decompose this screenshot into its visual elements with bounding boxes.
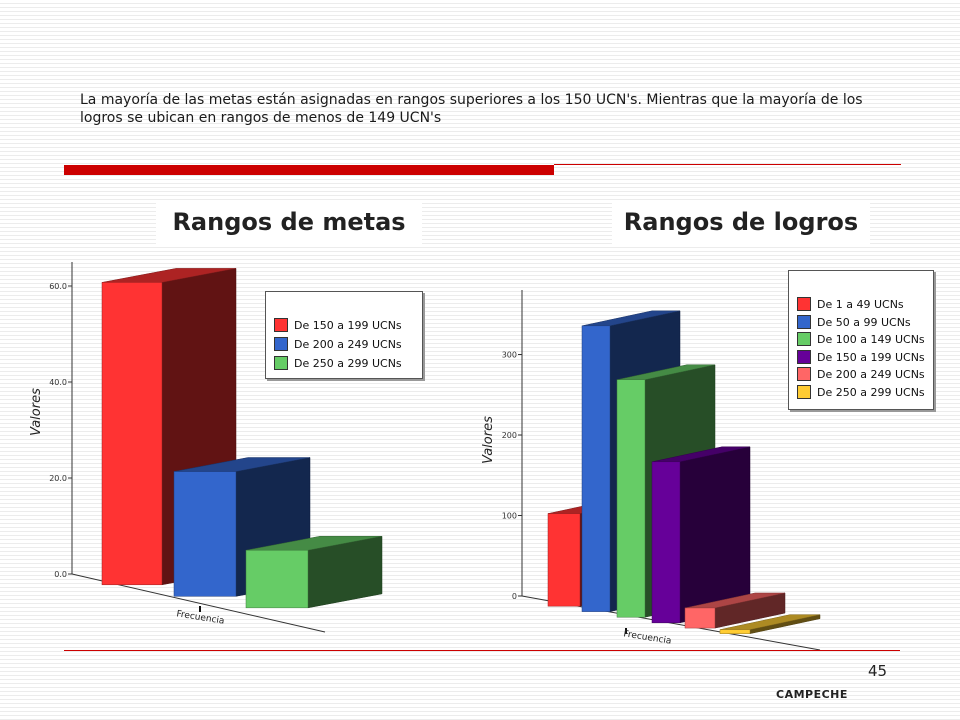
- bar-2: [173, 471, 237, 597]
- y-tick-label: 0.0: [54, 570, 67, 579]
- legend-item: De 1 a 49 UCNs: [797, 297, 904, 313]
- y-tick-label: 20.0: [49, 474, 67, 483]
- legend-item: De 50 a 99 UCNs: [797, 314, 911, 331]
- legend-swatch: [797, 332, 811, 346]
- y-tick-label: 0: [512, 592, 517, 601]
- bar-5: [684, 607, 716, 629]
- legend-item: De 250 a 299 UCNs: [797, 384, 925, 401]
- y-tick-label: 40.0: [49, 378, 67, 387]
- chart-title-metas: Rangos de metas: [156, 200, 422, 244]
- accent-rule-thick: [64, 165, 554, 175]
- legend-metas: De 150 a 199 UCNs De 200 a 249 UCNs De 250…: [265, 291, 423, 379]
- legend-item: De 200 a 249 UCNs: [797, 367, 925, 383]
- legend-swatch: [274, 318, 288, 332]
- y-axis-label: Valores: [481, 416, 496, 464]
- legend-label: De 50 a 99 UCNs: [817, 315, 911, 329]
- bottom-rule: [64, 650, 900, 651]
- bar-2: [581, 325, 611, 612]
- chart-title-logros: Rangos de logros: [612, 200, 870, 244]
- page-number: 45: [868, 662, 888, 680]
- legend-swatch: [274, 337, 288, 351]
- legend-swatch: [797, 349, 811, 364]
- legend-label: De 200 a 249 UCNs: [294, 338, 402, 351]
- legend-label: De 150 a 199 UCNs: [817, 350, 925, 364]
- y-tick-label: 300: [502, 351, 517, 360]
- legend-item: De 200 a 249 UCNs: [274, 337, 402, 353]
- y-axis-label: Valores: [29, 388, 44, 436]
- y-tick-label: 100: [502, 512, 517, 521]
- bar-1: [101, 282, 163, 586]
- legend-label: De 250 a 299 UCNs: [817, 385, 925, 399]
- legend-item: De 150 a 199 UCNs: [797, 349, 925, 366]
- legend-item: De 100 a 149 UCNs: [797, 332, 925, 348]
- legend-logros: De 1 a 49 UCNs De 50 a 99 UCNs De 100 a 14…: [788, 270, 934, 410]
- legend-label: De 100 a 149 UCNs: [817, 333, 925, 346]
- legend-item: De 150 a 199 UCNs: [274, 318, 402, 334]
- y-tick-label: 60.0: [49, 282, 67, 291]
- bar-3: [616, 379, 646, 618]
- legend-swatch: [797, 297, 811, 311]
- legend-item: De 250 a 299 UCNs: [274, 356, 402, 372]
- bar-6: [719, 629, 751, 634]
- legend-swatch: [274, 356, 288, 370]
- intro-text: La mayoría de las metas están asignadas …: [80, 92, 863, 126]
- footer-label: CAMPECHE: [776, 688, 848, 701]
- legend-swatch: [797, 367, 811, 381]
- legend-label: De 250 a 299 UCNs: [294, 357, 402, 370]
- bar-1: [547, 513, 581, 607]
- accent-rule-thin: [554, 164, 901, 165]
- legend-label: De 1 a 49 UCNs: [817, 298, 904, 311]
- legend-label: De 200 a 249 UCNs: [817, 368, 925, 381]
- bar-4: [651, 461, 681, 624]
- y-tick-label: 200: [502, 431, 517, 440]
- bar-3: [245, 549, 309, 609]
- x-axis-label: Frecuencia: [623, 629, 672, 646]
- legend-label: De 150 a 199 UCNs: [294, 319, 402, 332]
- legend-swatch: [797, 384, 811, 399]
- legend-swatch: [797, 314, 811, 329]
